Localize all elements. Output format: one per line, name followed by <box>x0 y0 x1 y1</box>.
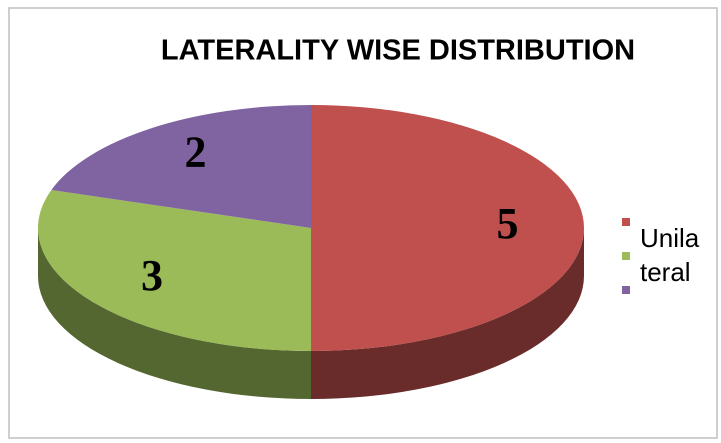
data-label: 5 <box>497 199 519 248</box>
pie: 5 3 2 <box>37 105 584 399</box>
pie-slice <box>311 105 584 351</box>
pie-slice <box>51 105 311 228</box>
pie-slice <box>37 189 311 351</box>
chart-title: LATERALITY WISE DISTRIBUTION <box>161 35 635 67</box>
legend-swatch <box>622 286 630 294</box>
data-label: 3 <box>141 251 163 300</box>
pie-side <box>38 228 311 399</box>
legend-label: Unilateral <box>640 223 700 287</box>
legend <box>622 218 630 294</box>
data-label: 2 <box>184 127 206 176</box>
pie-side <box>311 228 584 399</box>
legend-swatch <box>622 218 630 226</box>
legend-swatch <box>622 252 630 260</box>
